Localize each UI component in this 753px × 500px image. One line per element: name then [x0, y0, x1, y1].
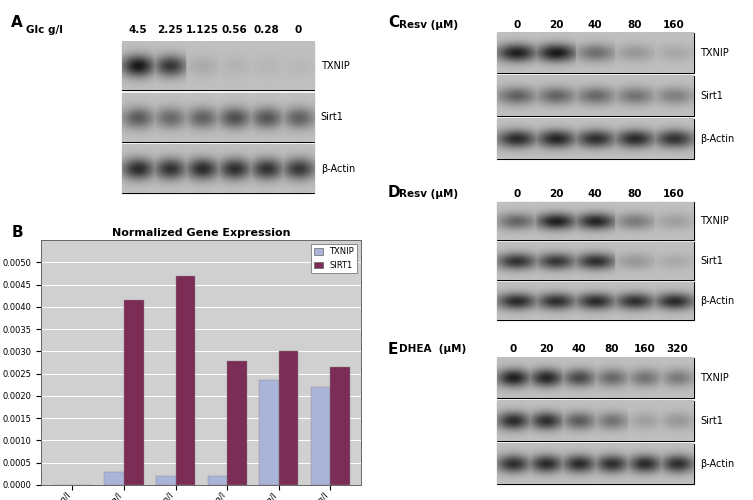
Bar	[279, 352, 298, 485]
Text: C: C	[388, 15, 399, 30]
Bar	[259, 380, 279, 485]
Bar	[331, 367, 350, 485]
Text: TXNIP: TXNIP	[700, 373, 729, 383]
Text: E: E	[388, 342, 398, 357]
Bar	[497, 119, 694, 160]
Text: 80: 80	[627, 189, 642, 199]
Bar	[227, 361, 247, 485]
Text: DHEA  (μM): DHEA (μM)	[399, 344, 466, 354]
Bar	[105, 472, 124, 485]
Text: 0.28: 0.28	[253, 26, 279, 36]
Text: 160: 160	[633, 344, 655, 354]
Text: 20: 20	[549, 20, 563, 30]
Text: 4.5: 4.5	[129, 26, 148, 36]
Text: A: A	[11, 15, 23, 30]
Text: 0: 0	[513, 20, 520, 30]
Text: 0.56: 0.56	[221, 26, 247, 36]
Text: 40: 40	[572, 344, 586, 354]
Text: 80: 80	[605, 344, 619, 354]
Title: Normalized Gene Expression: Normalized Gene Expression	[112, 228, 291, 238]
Bar	[497, 242, 694, 280]
Text: D: D	[388, 185, 401, 200]
Text: Resv (μM): Resv (μM)	[399, 20, 458, 30]
Text: β-Actin: β-Actin	[321, 164, 355, 174]
Bar	[175, 276, 195, 485]
Text: Sirt1: Sirt1	[700, 256, 723, 266]
Bar	[497, 282, 694, 320]
Text: 40: 40	[588, 20, 602, 30]
Bar	[497, 401, 694, 442]
Text: 20: 20	[539, 344, 553, 354]
Text: β-Actin: β-Actin	[700, 134, 734, 144]
Bar	[497, 358, 694, 399]
Text: β-Actin: β-Actin	[700, 296, 734, 306]
Text: Glc g/l: Glc g/l	[26, 26, 62, 36]
Text: 160: 160	[663, 20, 684, 30]
Text: 40: 40	[588, 189, 602, 199]
Bar	[497, 33, 694, 74]
Bar	[122, 93, 314, 142]
Bar	[311, 387, 331, 485]
Text: 0: 0	[294, 26, 302, 36]
Text: Sirt1: Sirt1	[700, 91, 723, 101]
Text: TXNIP: TXNIP	[700, 48, 729, 58]
Bar	[122, 145, 314, 194]
Text: TXNIP: TXNIP	[700, 216, 729, 226]
Text: 160: 160	[663, 189, 684, 199]
Text: Resv (μM): Resv (μM)	[399, 189, 458, 199]
Text: 0: 0	[513, 189, 520, 199]
Text: 2.25: 2.25	[157, 26, 183, 36]
Legend: TXNIP, SIRT1: TXNIP, SIRT1	[311, 244, 357, 273]
Text: 320: 320	[666, 344, 688, 354]
Bar	[156, 476, 175, 485]
Text: 1.125: 1.125	[185, 26, 218, 36]
Bar	[497, 76, 694, 116]
Text: 80: 80	[627, 20, 642, 30]
Bar	[124, 300, 144, 485]
Text: 0: 0	[510, 344, 517, 354]
Text: β-Actin: β-Actin	[700, 459, 734, 469]
Bar	[497, 444, 694, 484]
Text: TXNIP: TXNIP	[321, 61, 349, 71]
Text: Sirt1: Sirt1	[321, 112, 343, 122]
Bar	[497, 202, 694, 239]
Text: B: B	[11, 225, 23, 240]
Text: Sirt1: Sirt1	[700, 416, 723, 426]
Bar	[208, 476, 227, 485]
Bar	[122, 42, 314, 90]
Text: 20: 20	[549, 189, 563, 199]
